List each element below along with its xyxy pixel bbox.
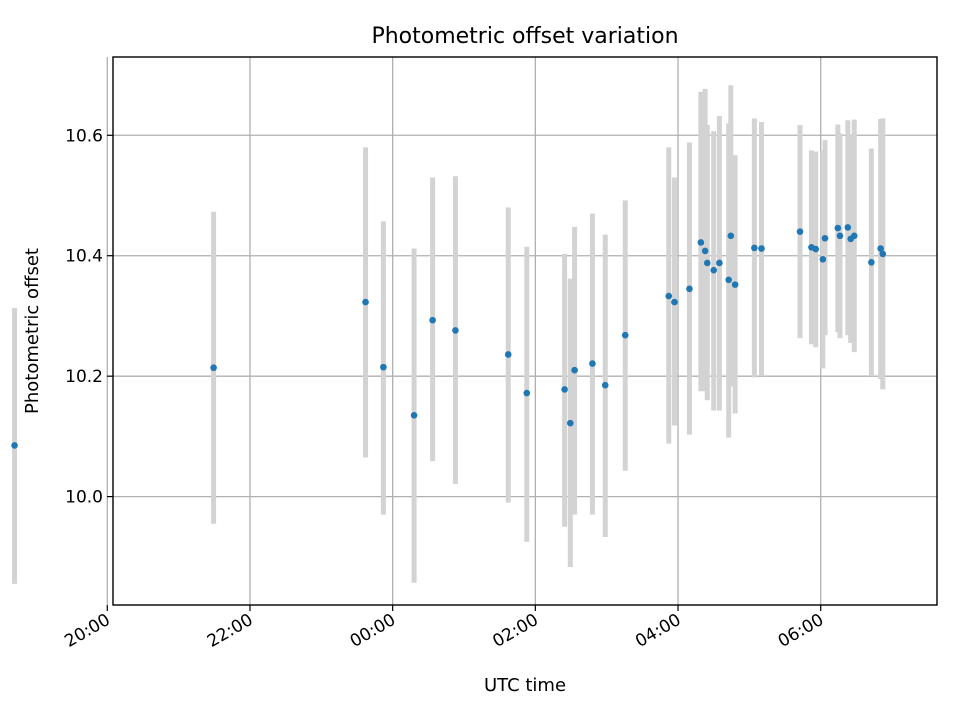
data-point [725,276,732,284]
data-point [621,331,629,339]
data-point [567,419,574,427]
data-point [758,245,765,252]
data-point [686,285,693,293]
data-point [571,366,578,374]
plot-frame [112,56,938,606]
y-axis-label: Photometric offset [22,248,43,414]
data-point [879,250,887,258]
data-point [701,247,709,255]
data-point [429,316,436,324]
data-point [834,224,842,232]
data-point [362,298,369,306]
y-tick-label: 10.2 [65,367,103,387]
x-tick-label: 20:00 [61,610,113,652]
error-bars [12,85,886,584]
data-point [727,232,735,240]
data-point [523,389,531,397]
data-point [731,281,739,288]
y-axis-ticks: 10.0 10.2 10.4 10.6 [65,126,113,508]
y-tick-label: 10.0 [65,488,103,508]
y-tick-label: 10.4 [65,247,103,267]
data-point [697,239,705,246]
data-point [561,386,568,393]
x-tick-label: 04:00 [632,610,684,652]
data-point [504,351,512,358]
data-point [821,234,829,242]
data-point [868,259,875,266]
y-tick-label: 10.6 [65,126,103,146]
data-point [716,259,723,267]
data-point [210,364,217,372]
data-point [836,232,844,240]
x-tick-label: 06:00 [775,610,827,652]
data-point [11,442,18,449]
data-point [601,381,609,389]
x-axis-ticks: 20:00 22:00 00:00 02:00 04:00 06:00 [61,605,827,652]
data-point [844,224,852,231]
chart-title: Photometric offset variation [371,24,678,49]
x-tick-label: 00:00 [347,610,399,652]
data-point [665,292,673,300]
data-point [410,412,418,419]
data-point [380,363,387,371]
data-point [796,228,804,235]
data-point [671,298,678,306]
data-point [877,245,884,252]
data-point [703,259,711,267]
x-axis-label: UTC time [484,675,566,696]
data-point [589,360,596,367]
data-point [850,232,858,240]
data-point [751,244,758,252]
x-tick-label: 02:00 [489,610,541,652]
x-tick-label: 22:00 [204,610,256,652]
data-point [452,327,459,334]
data-point [819,256,827,263]
data-points [11,224,887,449]
data-point [710,266,717,274]
data-point [812,245,820,253]
